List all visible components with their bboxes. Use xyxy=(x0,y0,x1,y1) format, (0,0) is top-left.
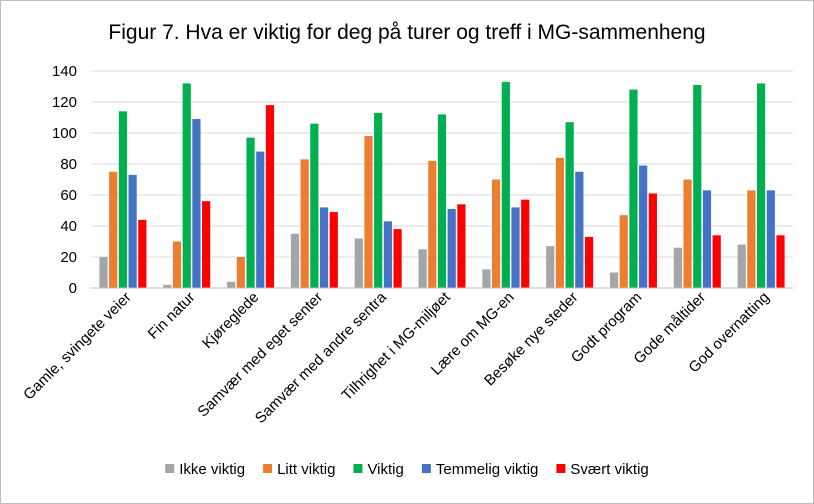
bar xyxy=(482,269,491,288)
bar xyxy=(619,215,628,288)
bar xyxy=(693,84,702,288)
y-tick-label: 120 xyxy=(52,94,77,111)
y-tick-label: 20 xyxy=(60,249,77,266)
legend-label: Litt viktig xyxy=(277,461,335,478)
bar xyxy=(555,157,565,288)
bar xyxy=(128,174,137,288)
bar xyxy=(521,199,530,288)
bar xyxy=(648,193,657,288)
bar xyxy=(575,171,584,288)
bar xyxy=(584,236,594,288)
x-tick-label: Samvær med andre sentra xyxy=(252,288,391,427)
y-tick-label: 100 xyxy=(52,125,77,142)
bar xyxy=(501,81,510,288)
bar xyxy=(319,207,329,288)
bar xyxy=(712,235,721,288)
bar xyxy=(383,221,392,288)
bar xyxy=(393,229,402,288)
legend-swatch xyxy=(353,464,363,473)
legend-item: Temmelig viktig xyxy=(421,461,539,478)
x-tick-label: Fin natur xyxy=(145,289,199,343)
bar xyxy=(546,246,555,288)
bar xyxy=(418,249,427,288)
y-tick-label: 0 xyxy=(69,280,77,297)
bar xyxy=(236,257,245,288)
y-tick-label: 140 xyxy=(52,63,77,80)
bar xyxy=(492,179,501,288)
bar xyxy=(310,123,319,288)
bar xyxy=(99,257,108,288)
bar xyxy=(329,212,338,288)
legend-item: Ikke viktig xyxy=(165,461,245,478)
bar xyxy=(300,159,309,288)
bar xyxy=(437,114,447,289)
legend-label: Temmelig viktig xyxy=(436,461,539,478)
x-axis-category-labels: Gamle, svingete veier Fin natur Kjøreglede… xyxy=(20,288,773,427)
bar xyxy=(609,272,619,288)
bars xyxy=(99,81,785,289)
bar xyxy=(374,112,383,288)
legend-item: Litt viktig xyxy=(263,461,335,478)
x-tick-label: Samvær med eget senter xyxy=(194,289,326,421)
legend-label: Viktig xyxy=(367,461,403,478)
bar xyxy=(109,171,118,288)
bar xyxy=(227,281,236,288)
bar xyxy=(265,105,275,288)
bar xyxy=(737,244,746,288)
legend: Ikke viktig Litt viktig Viktig Temmelig vik… xyxy=(165,461,649,478)
x-tick-label: Tilhrighet i MG-miljøet xyxy=(338,288,454,404)
legend-item: Svært viktig xyxy=(556,461,649,478)
bar xyxy=(290,233,300,288)
bar xyxy=(428,160,437,288)
legend-label: Ikke viktig xyxy=(179,461,245,478)
bar xyxy=(354,238,363,288)
bar xyxy=(756,83,766,289)
y-axis-ticks: 0 20 40 60 80 100 120 140 xyxy=(52,63,77,297)
legend-swatch xyxy=(165,464,175,473)
bar xyxy=(182,83,191,289)
legend-swatch xyxy=(421,464,431,473)
bar xyxy=(629,89,638,288)
bar xyxy=(673,247,682,288)
legend-label: Svært viktig xyxy=(570,461,648,478)
x-tick-label: Kjøreglede xyxy=(199,289,262,352)
legend-item: Viktig xyxy=(353,461,404,478)
bar xyxy=(202,201,211,288)
bar xyxy=(138,219,147,288)
bar xyxy=(118,111,128,288)
bar xyxy=(172,241,182,288)
legend-swatch xyxy=(556,464,566,473)
bar xyxy=(256,151,265,288)
chart-title: Figur 7. Hva er viktig for deg på turer … xyxy=(108,21,705,44)
x-tick-label: Gamle, svingete veier xyxy=(20,289,135,404)
bar xyxy=(639,165,648,288)
bar xyxy=(776,235,785,288)
bar xyxy=(192,119,201,288)
bar xyxy=(565,122,574,289)
bar xyxy=(246,137,255,288)
bar xyxy=(511,207,520,288)
bar xyxy=(364,136,373,288)
bar xyxy=(766,190,775,288)
bar xyxy=(163,284,172,288)
y-tick-label: 60 xyxy=(60,187,77,204)
bar xyxy=(702,190,712,288)
y-tick-label: 40 xyxy=(60,218,77,235)
bar xyxy=(747,190,756,288)
bar xyxy=(447,208,456,288)
bar xyxy=(457,204,466,288)
bar xyxy=(683,179,692,288)
y-tick-label: 80 xyxy=(60,156,77,173)
legend-swatch xyxy=(263,464,273,473)
